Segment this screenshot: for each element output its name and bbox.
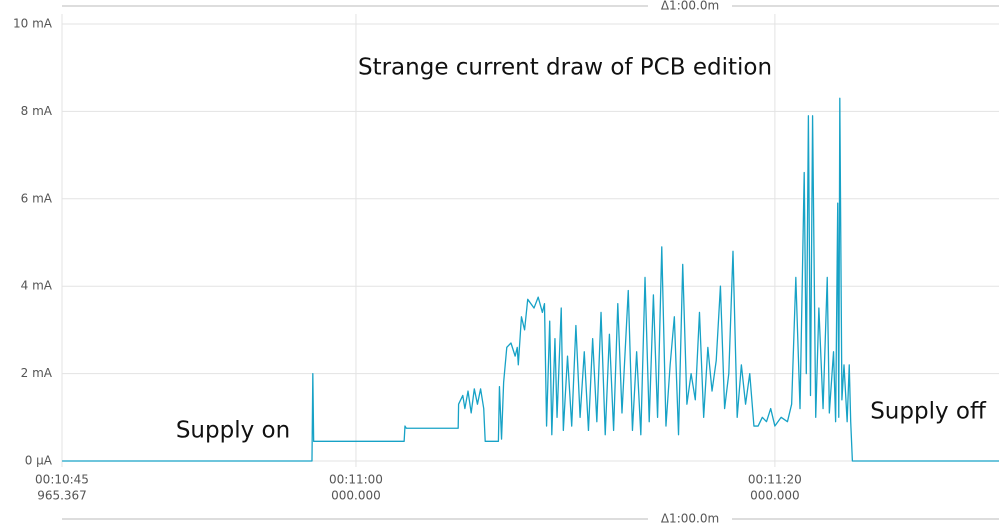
chart-title: Strange current draw of PCB edition [358,55,772,81]
range-label-bg [648,0,732,12]
x-tick-label: 00:10:45 [35,473,89,487]
x-tick-label: 00:11:20 [748,473,802,487]
x-tick-label: 000.000 [750,489,800,503]
y-tick-label: 6 mA [21,191,53,205]
x-tick-label: 000.000 [331,489,381,503]
data-line [62,97,999,462]
annotation: Supply off [870,399,987,425]
y-tick-label: 8 mA [21,104,53,118]
annotation: Supply on [176,418,290,444]
range-label-bg [648,513,732,526]
range-label: Δ1:00.0m [661,0,719,13]
y-tick-label: 10 mA [13,17,53,31]
x-tick-label: 965.367 [37,489,87,503]
y-tick-label: 2 mA [21,366,53,380]
range-label: Δ1:00.0m [661,512,719,526]
x-tick-label: 00:11:00 [329,473,383,487]
y-tick-label: 0 µA [25,454,53,468]
y-tick-label: 4 mA [21,279,53,293]
